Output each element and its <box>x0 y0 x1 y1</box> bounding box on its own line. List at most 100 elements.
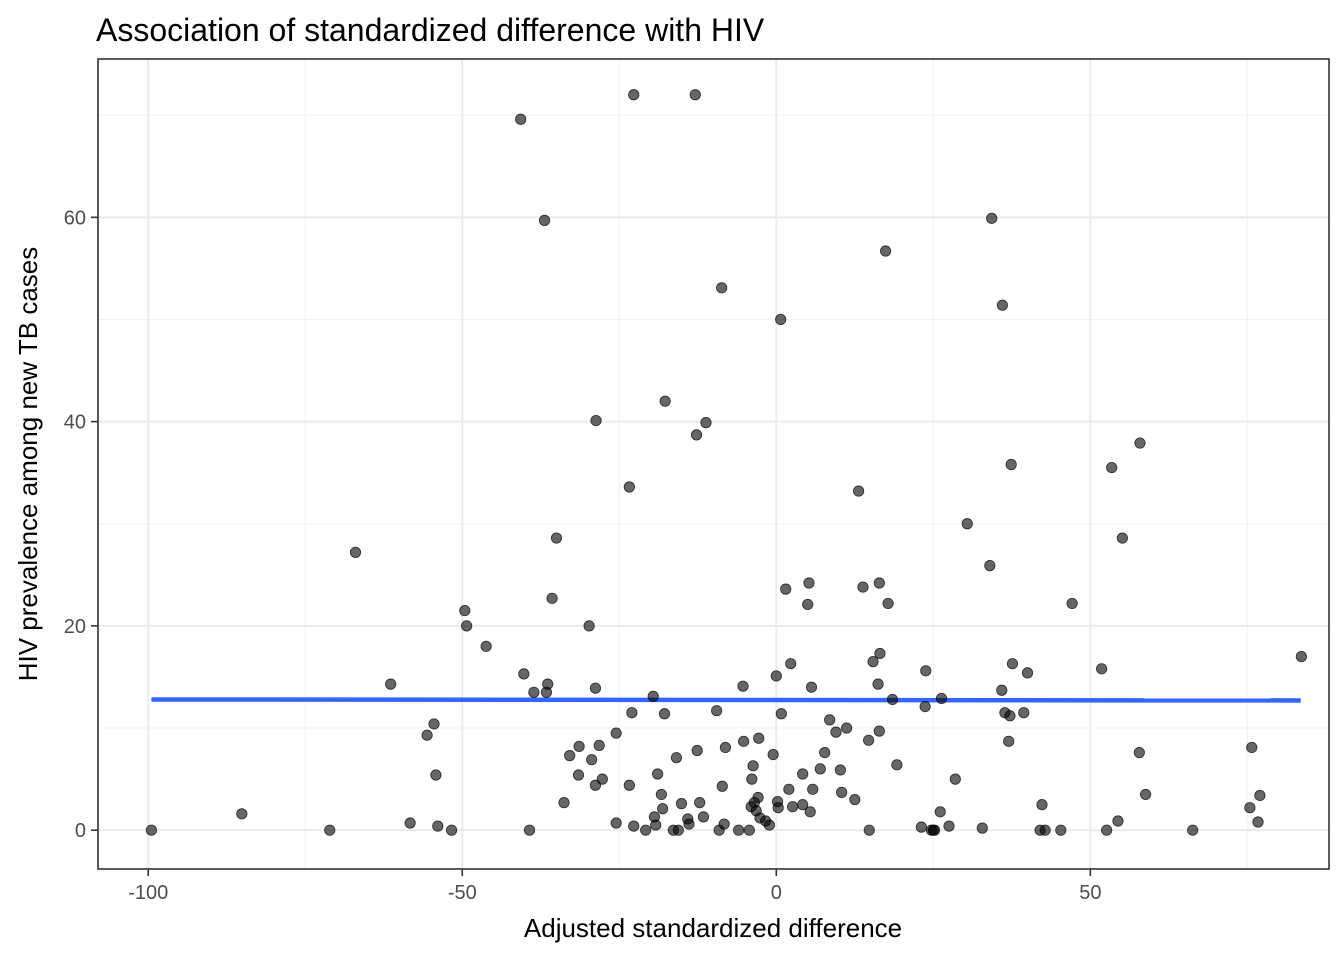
data-point <box>658 708 671 720</box>
data-point <box>849 793 861 806</box>
data-point <box>783 783 795 795</box>
x-tick-label: 0 <box>771 882 782 904</box>
data-point <box>753 732 765 744</box>
data-point <box>804 806 816 818</box>
data-point <box>780 583 792 595</box>
data-point <box>1006 658 1019 670</box>
data-point <box>934 806 946 818</box>
data-point <box>652 768 664 780</box>
data-point <box>863 824 875 836</box>
data-point <box>743 824 755 836</box>
plot-panel-border <box>97 58 1330 870</box>
data-point <box>797 799 809 811</box>
data-point <box>824 714 836 726</box>
data-point <box>814 763 826 775</box>
data-point <box>996 299 1009 311</box>
data-point <box>961 518 973 530</box>
data-point <box>689 89 701 101</box>
data-point <box>802 598 814 611</box>
data-point <box>528 686 540 698</box>
data-point <box>430 769 442 781</box>
data-point <box>1055 824 1067 836</box>
data-point <box>623 779 635 791</box>
data-point <box>432 820 444 832</box>
data-point <box>1252 816 1264 828</box>
data-point <box>628 820 640 832</box>
data-point <box>349 546 362 558</box>
data-point <box>459 604 471 617</box>
data-point <box>949 773 961 785</box>
data-point <box>1140 788 1152 801</box>
data-point <box>650 819 662 831</box>
data-point <box>1096 663 1108 675</box>
y-tick-label: 60 <box>64 207 86 229</box>
data-point <box>879 245 892 257</box>
data-point <box>775 313 787 326</box>
y-axis-ticks: 0 20 40 60 <box>64 207 98 842</box>
data-point <box>1066 597 1078 610</box>
data-point <box>1244 802 1256 814</box>
data-point <box>716 780 728 792</box>
data-point <box>752 791 764 804</box>
data-point <box>787 801 799 813</box>
data-point <box>915 821 927 833</box>
data-point <box>421 729 433 741</box>
data-point <box>445 824 458 836</box>
data-point <box>1187 824 1199 836</box>
data-point <box>770 670 782 682</box>
data-point <box>1246 741 1258 754</box>
trend-line <box>151 697 1301 703</box>
x-tick-label: 50 <box>1079 882 1101 904</box>
x-axis-ticks: -100 -50 0 50 <box>128 869 1101 904</box>
data-point <box>589 682 602 694</box>
data-point <box>324 824 336 836</box>
data-point <box>700 417 712 429</box>
data-point <box>718 818 730 830</box>
gridlines <box>98 59 1329 869</box>
data-point <box>546 592 558 604</box>
data-point <box>697 811 710 823</box>
data-point <box>610 727 622 739</box>
data-point <box>805 681 818 693</box>
data-point <box>738 735 750 747</box>
data-point <box>523 824 536 836</box>
data-point <box>558 797 570 809</box>
data-point <box>763 819 775 831</box>
data-point <box>670 752 683 764</box>
data-point <box>797 768 809 780</box>
data-point <box>746 773 758 785</box>
y-tick-label: 40 <box>64 412 86 434</box>
data-point <box>628 89 640 101</box>
data-point <box>623 481 635 493</box>
data-point <box>747 760 759 772</box>
data-point <box>573 740 585 753</box>
data-point <box>1295 650 1307 663</box>
data-point <box>1134 437 1146 449</box>
data-point <box>596 773 608 785</box>
data-point <box>690 429 703 441</box>
data-point <box>1101 824 1113 836</box>
data-point <box>1116 532 1128 544</box>
data-point <box>385 678 397 690</box>
y-axis-title: HIV prevalence among new TB cases <box>13 247 43 682</box>
data-point <box>593 739 605 752</box>
data-point <box>1003 735 1015 747</box>
data-point <box>659 395 671 407</box>
data-point <box>920 665 932 677</box>
data-point <box>538 214 551 226</box>
data-point <box>1112 815 1124 827</box>
data-point <box>683 818 695 830</box>
data-point <box>775 708 787 720</box>
data-point <box>919 700 931 713</box>
data-point <box>711 705 723 717</box>
data-point <box>719 741 732 754</box>
data-point <box>675 798 688 810</box>
y-tick-label: 0 <box>75 820 86 842</box>
data-point <box>404 817 416 829</box>
data-point <box>733 824 745 836</box>
data-point <box>1021 667 1034 679</box>
data-point <box>928 824 941 836</box>
data-point <box>767 748 779 761</box>
data-point <box>626 707 638 719</box>
data-point <box>772 802 784 814</box>
